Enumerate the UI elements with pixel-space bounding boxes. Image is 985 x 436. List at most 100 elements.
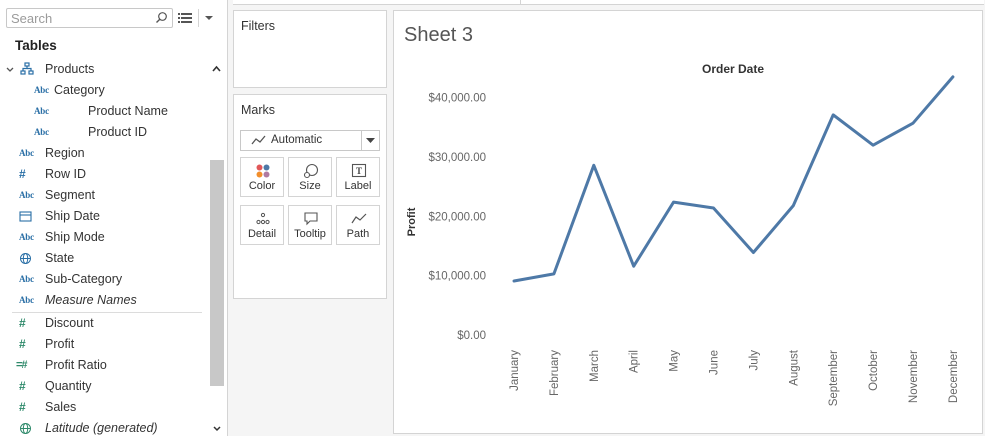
color-label: Color [248, 180, 276, 192]
field-products[interactable]: Products [20, 59, 210, 79]
list-view-icon[interactable] [177, 10, 193, 26]
tooltip-button[interactable]: Tooltip [288, 205, 332, 245]
detail-label: Detail [247, 228, 277, 240]
field-label: Products [45, 62, 95, 76]
field-measure-names[interactable]: Abc Measure Names [19, 290, 137, 310]
data-point[interactable] [590, 161, 598, 169]
abc-icon: Abc [34, 106, 49, 116]
data-point[interactable] [630, 262, 638, 270]
field-label: Discount [45, 316, 94, 330]
field-row-id[interactable]: # Row ID [19, 164, 86, 184]
path-icon [351, 213, 367, 224]
y-tick-label: $10,000.00 [428, 271, 486, 283]
data-point[interactable] [749, 249, 757, 257]
chevron-down-icon[interactable] [366, 138, 375, 144]
filters-card[interactable]: Filters [233, 10, 387, 88]
tooltip-label: Tooltip [294, 228, 326, 240]
data-point[interactable] [869, 141, 877, 149]
data-point[interactable] [949, 73, 957, 81]
field-profit[interactable]: # Profit [19, 334, 74, 354]
y-tick-label: $20,000.00 [428, 211, 486, 223]
label-button[interactable]: T Label [336, 157, 380, 197]
x-tick-label: April [629, 350, 641, 373]
field-label: Measure Names [45, 293, 137, 307]
field-product-id[interactable]: Abc Product ID [34, 122, 147, 142]
chevron-up-icon[interactable] [211, 64, 222, 73]
field-segment[interactable]: Abc Segment [19, 185, 95, 205]
field-product-name[interactable]: Abc Product Name [34, 101, 168, 121]
profit-line[interactable] [512, 75, 955, 283]
filters-title: Filters [241, 19, 276, 33]
abc-icon: Abc [19, 190, 34, 200]
size-label: Size [299, 180, 321, 192]
x-tick-label: February [549, 350, 561, 396]
scrollbar-thumb[interactable] [210, 160, 224, 386]
chart-title: Order Date [702, 62, 764, 76]
search-box[interactable] [6, 8, 173, 28]
size-icon [303, 163, 319, 179]
number-icon: # [19, 167, 26, 181]
search-input[interactable] [11, 10, 151, 26]
collapse-chevron-icon[interactable] [5, 65, 15, 75]
field-quantity[interactable]: # Quantity [19, 376, 92, 396]
chevron-down-icon[interactable] [203, 10, 215, 26]
abc-icon: Abc [34, 85, 49, 95]
dimension-measure-divider [12, 312, 202, 313]
x-tick-label: June [709, 350, 721, 375]
data-point[interactable] [670, 198, 678, 206]
field-label: Ship Mode [45, 230, 105, 244]
field-profit-ratio[interactable]: =# Profit Ratio [16, 355, 107, 375]
field-label: Region [45, 146, 85, 160]
x-tick-label: March [589, 350, 601, 382]
field-discount[interactable]: # Discount [19, 313, 94, 333]
data-point[interactable] [510, 277, 518, 285]
field-label: Category [54, 83, 105, 97]
data-point[interactable] [829, 111, 837, 119]
data-point[interactable] [909, 119, 917, 127]
color-button[interactable]: Color [240, 157, 284, 197]
abc-icon: Abc [19, 232, 34, 242]
field-ship-date[interactable]: Ship Date [19, 206, 100, 226]
data-point[interactable] [789, 202, 797, 210]
x-tick-label: September [828, 350, 840, 406]
profit-line-chart: Order Date Profit $0.00 $10,000.00 $20,000… [406, 62, 960, 406]
field-state[interactable]: State [19, 248, 74, 268]
field-region[interactable]: Abc Region [19, 143, 85, 163]
field-category[interactable]: Abc Category [34, 80, 105, 100]
y-tick-label: $0.00 [457, 330, 486, 342]
size-button[interactable]: Size [288, 157, 332, 197]
field-label: Ship Date [45, 209, 100, 223]
data-point[interactable] [710, 204, 718, 212]
path-button[interactable]: Path [336, 205, 380, 245]
number-icon: # [19, 316, 26, 330]
x-tick-label: July [748, 350, 760, 371]
field-sub-category[interactable]: Abc Sub-Category [19, 269, 122, 289]
y-axis-label: Profit [406, 207, 418, 236]
x-tick-label: January [509, 350, 521, 391]
x-tick-label: November [908, 350, 920, 403]
mark-type-label: Automatic [271, 134, 323, 146]
scroll-down-icon[interactable] [212, 424, 222, 434]
sheet-title: Sheet 3 [404, 24, 473, 46]
number-icon: # [19, 400, 26, 414]
profit-series [510, 73, 957, 285]
field-sales[interactable]: # Sales [19, 397, 76, 417]
y-tick-label: $40,000.00 [428, 93, 486, 105]
field-label: Row ID [45, 167, 86, 181]
field-label: Product ID [88, 125, 148, 139]
calendar-icon [19, 211, 32, 222]
number-icon: # [19, 379, 26, 393]
field-label: Segment [45, 188, 96, 202]
marks-title: Marks [241, 103, 276, 117]
search-icon[interactable] [155, 11, 168, 24]
toolbar-divider [198, 9, 199, 27]
globe-icon [20, 252, 31, 264]
x-tick-label: May [669, 350, 681, 372]
path-label: Path [346, 228, 370, 240]
abc-icon: Abc [19, 274, 34, 284]
field-ship-mode[interactable]: Abc Ship Mode [19, 227, 105, 247]
field-latitude-generated[interactable]: Latitude (generated) [19, 418, 158, 436]
mark-type-dropdown[interactable]: Automatic [240, 130, 380, 151]
detail-button[interactable]: Detail [240, 205, 284, 245]
data-point[interactable] [550, 270, 558, 278]
